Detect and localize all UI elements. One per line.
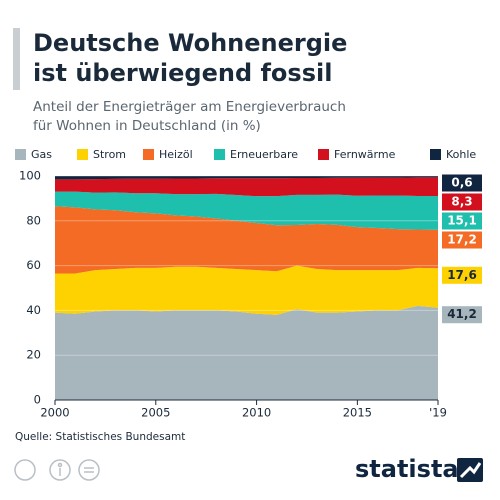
chart-title: Deutsche Wohnenergie: [33, 29, 347, 57]
area: [55, 177, 438, 197]
legend-label: Fernwärme: [334, 148, 396, 161]
legend-label: Gas: [31, 148, 52, 161]
legend-swatch: [15, 149, 26, 160]
x-tick-label: '19: [429, 406, 447, 420]
x-tick-label: 2005: [141, 406, 170, 420]
x-tick-label: 2000: [40, 406, 69, 420]
value-label-box: [442, 212, 482, 230]
y-tick-label: 100: [19, 169, 41, 183]
x-tick-label: 2010: [242, 406, 271, 420]
title-bar: [13, 28, 20, 90]
value-label: 41,2: [447, 307, 477, 321]
value-label-box: [442, 174, 482, 192]
value-label: 15,1: [447, 214, 477, 228]
value-label: 0,6: [451, 176, 472, 190]
legend-swatch: [77, 149, 88, 160]
source: Quelle: Statistisches Bundesamt: [15, 431, 185, 443]
y-tick-label: 40: [26, 303, 41, 317]
chart-subtitle: Anteil der Energieträger am Energieverbr…: [33, 99, 346, 115]
legend-swatch: [143, 149, 154, 160]
area: [55, 206, 438, 274]
legend-swatch: [430, 149, 441, 160]
x-tick-label: 2015: [343, 406, 372, 420]
legend-label: Erneuerbare: [230, 148, 298, 161]
y-tick-label: 80: [26, 213, 41, 227]
area: [55, 176, 438, 180]
logo: statista: [355, 455, 459, 483]
legend-swatch: [214, 149, 225, 160]
chart-subtitle: für Wohnen in Deutschland (in %): [33, 118, 261, 134]
value-label: 17,2: [447, 233, 477, 247]
area: [55, 305, 438, 400]
value-label-box: [442, 266, 482, 284]
value-label-box: [442, 193, 482, 211]
license-icons: [14, 459, 100, 481]
plot: [55, 176, 438, 400]
y-tick-label: 20: [26, 348, 41, 362]
value-label: 8,3: [451, 195, 472, 209]
y-tick-label: 0: [34, 393, 41, 407]
y-tick-label: 60: [26, 258, 41, 272]
legend-swatch: [318, 149, 329, 160]
legend-label: Strom: [93, 148, 126, 161]
value-label: 17,6: [447, 268, 477, 282]
legend-label: Heizöl: [159, 148, 193, 161]
legend-label: Kohle: [446, 148, 476, 161]
area: [55, 191, 438, 230]
value-label-box: [442, 231, 482, 249]
logo-icon: [457, 458, 483, 482]
area: [55, 265, 438, 315]
value-label-box: [442, 306, 482, 324]
chart-title: ist überwiegend fossil: [33, 59, 332, 87]
